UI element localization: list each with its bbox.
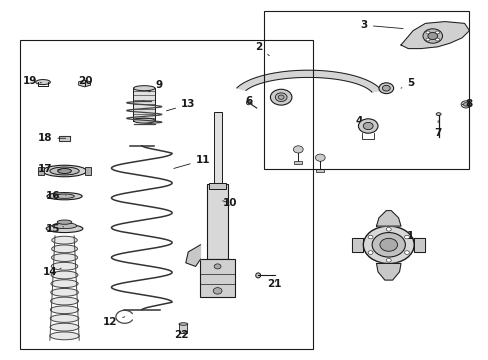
Circle shape [460, 101, 470, 108]
Circle shape [214, 264, 221, 269]
Ellipse shape [51, 262, 78, 270]
Bar [264, 11, 468, 169]
Circle shape [435, 38, 439, 41]
Ellipse shape [55, 194, 74, 198]
Ellipse shape [52, 245, 77, 253]
Text: 10: 10 [222, 198, 237, 208]
Polygon shape [376, 211, 400, 226]
Ellipse shape [50, 167, 79, 175]
Ellipse shape [382, 85, 389, 91]
Polygon shape [400, 22, 468, 49]
Circle shape [422, 29, 442, 43]
Ellipse shape [133, 86, 155, 91]
Text: 18: 18 [38, 133, 65, 143]
Circle shape [386, 258, 390, 262]
Text: 20: 20 [78, 76, 93, 86]
Circle shape [371, 233, 405, 257]
Circle shape [358, 119, 377, 133]
Circle shape [367, 251, 372, 254]
Circle shape [435, 31, 439, 34]
Text: 4: 4 [355, 116, 366, 128]
Circle shape [213, 288, 222, 294]
Text: 21: 21 [267, 279, 282, 289]
Ellipse shape [50, 323, 79, 331]
Ellipse shape [58, 168, 71, 174]
Polygon shape [236, 70, 381, 92]
Bar [213, 112, 221, 184]
Circle shape [275, 93, 286, 102]
Circle shape [386, 228, 390, 231]
Bar [133, 88, 155, 121]
Ellipse shape [50, 297, 79, 305]
Text: 9: 9 [149, 80, 162, 92]
Ellipse shape [51, 288, 78, 296]
Ellipse shape [246, 100, 250, 105]
Text: 15: 15 [45, 224, 63, 234]
Ellipse shape [255, 273, 260, 278]
Text: 6: 6 [245, 96, 252, 106]
Circle shape [404, 235, 408, 239]
Polygon shape [413, 238, 425, 252]
Ellipse shape [36, 80, 50, 85]
Text: 22: 22 [173, 330, 188, 340]
Ellipse shape [435, 113, 440, 116]
Text: 12: 12 [102, 317, 124, 327]
Text: 7: 7 [433, 121, 441, 138]
Text: 3: 3 [360, 20, 402, 30]
Bar [208, 183, 226, 189]
Ellipse shape [47, 193, 82, 200]
Circle shape [425, 38, 429, 41]
Circle shape [278, 95, 284, 99]
Ellipse shape [133, 118, 155, 123]
Polygon shape [351, 238, 363, 252]
Ellipse shape [51, 254, 78, 261]
Circle shape [379, 238, 397, 251]
Circle shape [293, 146, 303, 153]
Text: 19: 19 [23, 76, 41, 86]
Ellipse shape [51, 271, 78, 279]
Ellipse shape [179, 323, 187, 325]
Polygon shape [59, 136, 70, 141]
Ellipse shape [50, 315, 79, 322]
Bar [200, 259, 234, 297]
Text: 1: 1 [393, 231, 413, 247]
Circle shape [367, 235, 372, 239]
Circle shape [404, 251, 408, 254]
Polygon shape [79, 80, 90, 87]
Circle shape [463, 103, 468, 106]
Polygon shape [376, 264, 400, 280]
Text: 13: 13 [166, 99, 195, 111]
Circle shape [315, 154, 325, 161]
Text: 5: 5 [400, 78, 413, 88]
Ellipse shape [52, 223, 77, 229]
Text: 8: 8 [461, 99, 472, 109]
Ellipse shape [50, 332, 79, 340]
Ellipse shape [52, 236, 77, 244]
Text: 2: 2 [255, 42, 269, 56]
Circle shape [427, 32, 437, 40]
Bar [179, 324, 187, 333]
Circle shape [425, 31, 429, 34]
Bar [206, 184, 228, 259]
Text: 16: 16 [45, 191, 66, 201]
Circle shape [270, 89, 291, 105]
Bar [85, 167, 91, 175]
Text: 14: 14 [42, 267, 61, 277]
Ellipse shape [57, 220, 72, 224]
Ellipse shape [42, 165, 86, 177]
Circle shape [363, 226, 413, 264]
Bar [20, 40, 312, 349]
Bar [38, 167, 44, 175]
Text: 17: 17 [38, 164, 61, 174]
Ellipse shape [50, 306, 79, 314]
Ellipse shape [46, 225, 83, 233]
Bar [294, 161, 302, 164]
Ellipse shape [378, 83, 393, 94]
Circle shape [363, 122, 372, 130]
Text: 11: 11 [173, 155, 210, 168]
Ellipse shape [51, 280, 78, 288]
Polygon shape [185, 245, 200, 266]
Bar [316, 169, 324, 172]
